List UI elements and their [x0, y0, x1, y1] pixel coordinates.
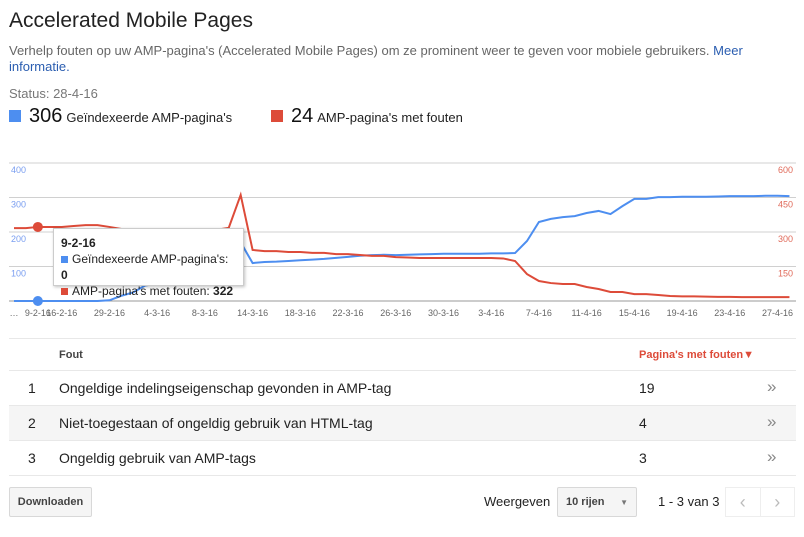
summary-errors: 24 AMP-pagina's met fouten	[271, 105, 463, 128]
right-axis-tick: 600	[778, 165, 793, 175]
x-axis-tick: 9-2-16	[25, 308, 51, 318]
blue-swatch-icon	[9, 110, 21, 122]
x-axis-tick: 7-4-16	[526, 308, 552, 318]
table-row[interactable]: 1 Ongeldige indelingseigenschap gevonden…	[9, 371, 796, 406]
left-axis-tick: 200	[11, 234, 26, 244]
row-number: 2	[28, 415, 36, 431]
table-row[interactable]: 3 Ongeldig gebruik van AMP-tags 3 »	[9, 441, 796, 476]
table-row[interactable]: 2 Niet-toegestaan of ongeldig gebruik va…	[9, 406, 796, 441]
page-title: Accelerated Mobile Pages	[9, 9, 253, 32]
page-description: Verhelp fouten op uw AMP-pagina's (Accel…	[9, 43, 743, 74]
x-axis-tick: 18-3-16	[285, 308, 316, 318]
pages-count: 19	[639, 380, 655, 396]
row-number: 1	[28, 380, 36, 396]
left-axis-tick: 400	[11, 165, 26, 175]
chart-tooltip: 9-2-16 Geïndexeerde AMP-pagina's: 0 AMP-…	[53, 228, 244, 298]
left-axis-tick: 100	[11, 269, 26, 279]
series-line-indexed	[14, 194, 790, 302]
x-axis-tick: 11-4-16	[571, 308, 601, 318]
column-header-pages[interactable]: Pagina's met fouten▼	[639, 349, 754, 361]
right-axis-tick: 450	[778, 200, 793, 210]
details-chevron-icon[interactable]: »	[767, 447, 777, 466]
column-header-error[interactable]: Fout	[59, 349, 83, 361]
x-axis-tick: 23-4-16	[714, 308, 745, 318]
x-axis-tick: 29-2-16	[94, 308, 125, 318]
details-chevron-icon[interactable]: »	[767, 377, 777, 396]
x-axis-tick: 27-4-16	[762, 308, 793, 318]
details-chevron-icon[interactable]: »	[767, 412, 777, 431]
left-axis-tick: 300	[11, 200, 26, 210]
highlight-point	[32, 221, 43, 232]
x-axis-tick: 15-4-16	[619, 308, 650, 318]
x-axis-tick: 19-4-16	[667, 308, 698, 318]
highlight-point	[32, 296, 43, 306]
more-info-link[interactable]: Meer informatie.	[9, 43, 743, 74]
right-axis-tick: 150	[778, 269, 793, 279]
right-axis-tick: 300	[778, 234, 793, 244]
sort-desc-icon: ▼	[743, 349, 754, 361]
tooltip-row-errors: AMP-pagina's met fouten: 322	[61, 283, 236, 299]
show-rows-label: Weergeven	[484, 494, 551, 509]
status-date: Status: 28-4-16	[9, 86, 98, 101]
prev-page-icon[interactable]: ‹	[726, 488, 761, 516]
x-axis-tick: …	[10, 308, 19, 318]
x-axis-tick: 16-2-16	[46, 308, 77, 318]
pagination-controls: ‹ ›	[725, 487, 795, 517]
rows-per-page-select[interactable]: 10 rijen ▼	[557, 487, 637, 517]
row-number: 3	[28, 450, 36, 466]
x-axis-tick: 14-3-16	[237, 308, 268, 318]
x-axis-tick: 30-3-16	[428, 308, 459, 318]
summary-indexed: 306 Geïndexeerde AMP-pagina's	[9, 105, 232, 128]
red-swatch-icon	[271, 110, 283, 122]
x-axis-tick: 8-3-16	[192, 308, 218, 318]
x-axis-tick: 26-3-16	[380, 308, 411, 318]
dropdown-arrow-icon: ▼	[620, 497, 628, 507]
error-name[interactable]: Niet-toegestaan of ongeldig gebruik van …	[59, 415, 373, 431]
download-button[interactable]: Downloaden	[9, 487, 92, 517]
pagination-range: 1 - 3 van 3	[658, 494, 720, 509]
divider	[9, 338, 796, 339]
pages-count: 4	[639, 415, 647, 431]
error-name[interactable]: Ongeldig gebruik van AMP-tags	[59, 450, 256, 466]
x-axis-tick: 22-3-16	[333, 308, 364, 318]
x-axis-tick: 3-4-16	[478, 308, 504, 318]
pages-count: 3	[639, 450, 647, 466]
tooltip-row-indexed: Geïndexeerde AMP-pagina's: 0	[61, 252, 229, 282]
next-page-icon[interactable]: ›	[774, 492, 781, 512]
x-axis-tick: 4-3-16	[144, 308, 170, 318]
error-name[interactable]: Ongeldige indelingseigenschap gevonden i…	[59, 380, 392, 396]
